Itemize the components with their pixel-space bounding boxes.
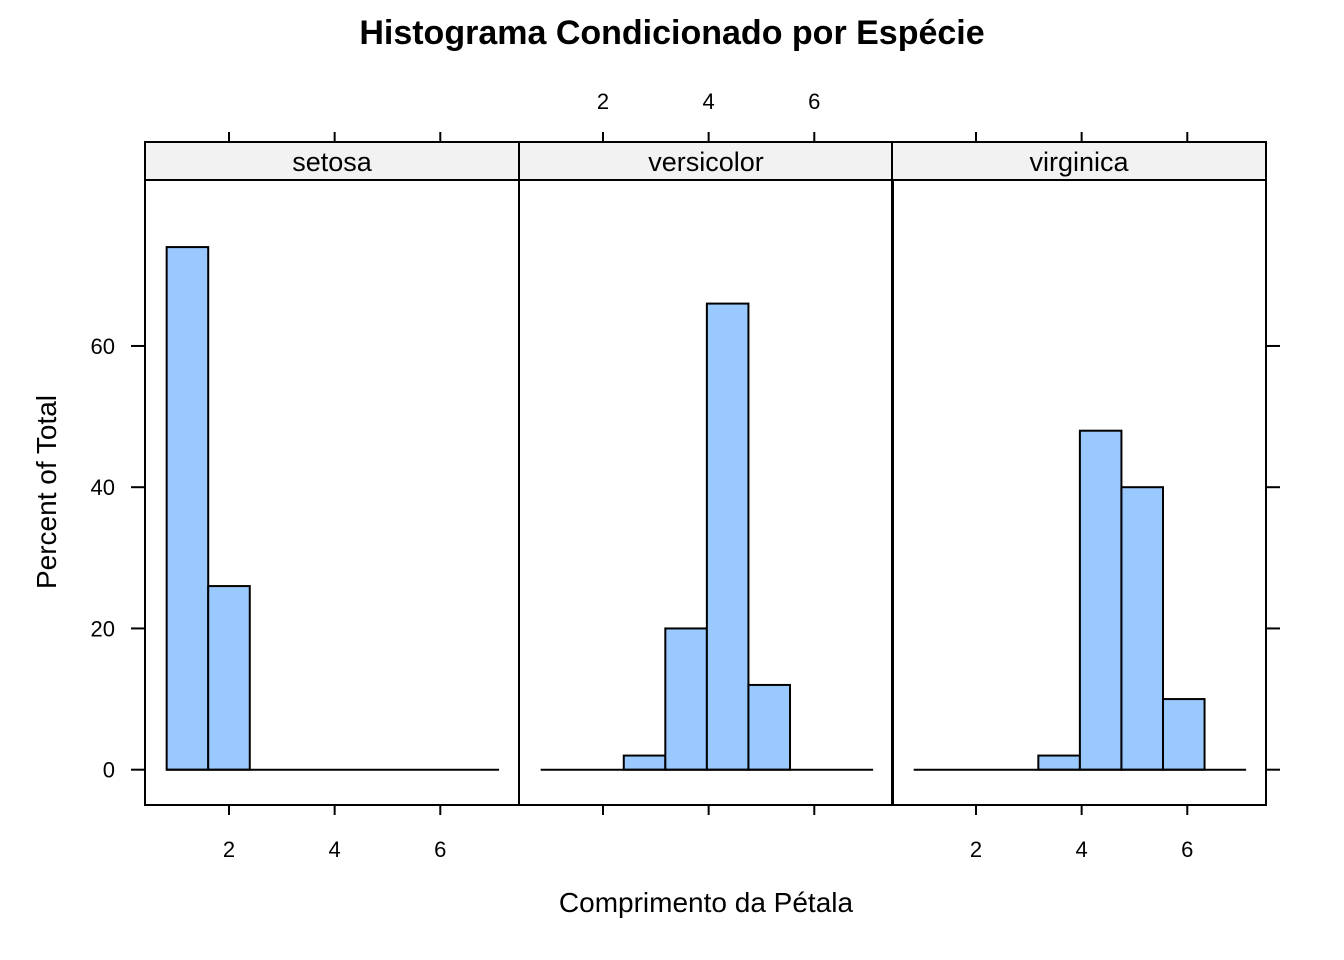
x-tick-label-setosa-2: 2 [223,837,235,862]
bar-versicolor-5 [747,683,791,771]
bar-virginica-6 [1161,698,1206,771]
bar-versicolor-3 [664,627,708,771]
y-tick-label-40: 40 [91,475,115,500]
x-tick-label-virginica-2: 2 [970,837,982,862]
x-axis-title: Comprimento da Pétala [559,887,854,918]
x-tick-label-setosa-4: 4 [329,837,341,862]
chart-title: Histograma Condicionado por Espécie [359,14,984,52]
bar-setosa-1 [207,585,251,771]
x-tick-label-top-versicolor-6: 6 [808,89,820,114]
bar-versicolor-4 [705,302,750,771]
bar-virginica-5 [1120,486,1164,771]
bar-virginica-4 [1078,429,1123,771]
panel-versicolor: versicolor 2 4 6 [518,89,894,815]
x-tick-label-virginica-6: 6 [1181,837,1193,862]
x-tick-label-top-versicolor-4: 4 [703,89,715,114]
y-tick-label-0: 0 [103,758,115,783]
strip-label-versicolor: versicolor [648,147,764,177]
strip-label-setosa: setosa [292,147,373,177]
x-tick-label-virginica-4: 4 [1076,837,1088,862]
x-tick-label-top-versicolor-2: 2 [597,89,609,114]
panel-setosa: setosa 2 4 6 [144,132,520,862]
panel-virginica: virginica 2 4 6 [891,132,1267,862]
x-tick-label-setosa-6: 6 [434,837,446,862]
y-tick-label-20: 20 [91,616,115,641]
y-tick-label-60: 60 [91,334,115,359]
bar-setosa-0 [165,246,210,771]
bar-versicolor-2 [622,754,667,771]
bar-virginica-3 [1037,754,1081,771]
frame-virginica [891,141,1267,806]
strip-label-virginica: virginica [1029,147,1129,177]
y-axis-title: Percent of Total [31,395,62,589]
